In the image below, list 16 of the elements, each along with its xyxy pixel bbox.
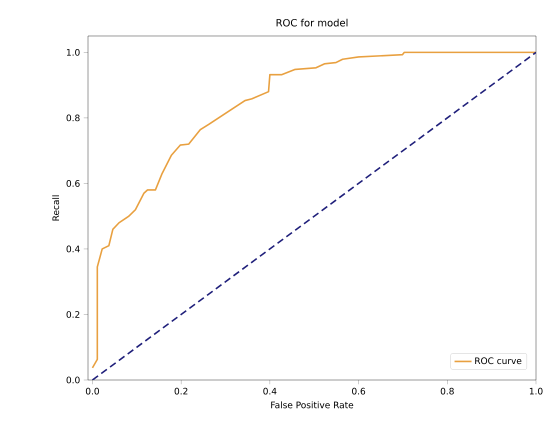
x-tick-label: 0.6 bbox=[352, 388, 366, 395]
y-tick-label: 1.0 bbox=[66, 48, 80, 56]
x-tick-label: 0.4 bbox=[263, 388, 276, 395]
legend-label: ROC curve bbox=[475, 357, 522, 364]
x-tick-label: 0.8 bbox=[440, 388, 454, 395]
x-axis-title: False Positive Rate bbox=[271, 401, 354, 408]
chart-title: ROC for model bbox=[276, 18, 348, 26]
y-tick-label: 0.6 bbox=[66, 180, 80, 187]
y-tick-label: 0.4 bbox=[66, 246, 80, 252]
x-tick-label: 1.0 bbox=[530, 388, 543, 395]
y-tick-label: 0.2 bbox=[66, 311, 80, 318]
y-tick-label: 0.8 bbox=[66, 114, 80, 122]
x-tick-label: 0.2 bbox=[174, 388, 188, 395]
y-tick-label: 0.0 bbox=[66, 376, 80, 384]
y-axis-title: Recall bbox=[52, 195, 60, 220]
x-tick-label: 0.0 bbox=[86, 388, 99, 395]
